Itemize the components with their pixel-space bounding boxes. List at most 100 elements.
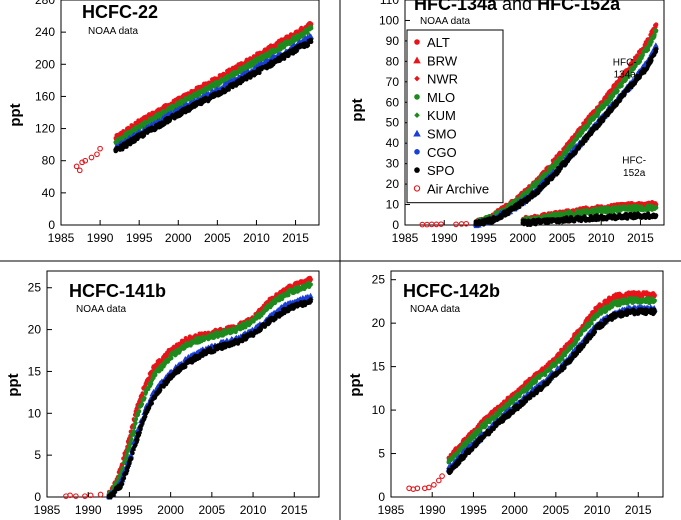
data-point-spo [649, 58, 654, 63]
data-point-spo [282, 56, 287, 61]
data-point-smo [307, 33, 314, 39]
x-tick-label: 2010 [588, 231, 615, 245]
data-point-mlo [653, 29, 658, 34]
data-point-spo [129, 456, 134, 462]
y-tick-label: 60 [386, 95, 400, 109]
x-tick-label: 2010 [243, 231, 270, 245]
y-tick-label: 50 [386, 116, 400, 130]
x-tick-label: 1995 [470, 231, 497, 245]
data-point-air-archive [463, 220, 470, 227]
data-point-spo [120, 481, 125, 487]
data-point-mlo [133, 420, 138, 426]
data-point-air-archive [88, 154, 95, 161]
x-tick-label: 2015 [627, 231, 654, 245]
data-point-spo [520, 202, 525, 207]
y-tick-label: 20 [386, 177, 400, 191]
legend-label-kum: KUM [427, 108, 456, 123]
data-point-mlo [126, 447, 131, 452]
legend-label-smo: SMO [427, 127, 457, 142]
data-point-mlo [149, 381, 154, 386]
x-tick-label: 2000 [509, 231, 536, 245]
data-point-spo [208, 346, 213, 351]
data-point-mlo [129, 436, 134, 442]
y-axis-label: ppt [349, 98, 366, 121]
x-tick-label: 2005 [204, 231, 231, 245]
data-point-air-archive [428, 221, 435, 228]
data-point-mlo [137, 409, 142, 414]
legend-marker-air-archive [413, 185, 421, 192]
data-point-spo [645, 65, 650, 70]
y-tick-label: 70 [386, 75, 400, 89]
data-point-spo [533, 222, 538, 227]
data-point-air-archive [73, 493, 79, 499]
panel-title-part-1: HFC-134a [414, 0, 498, 14]
data-point-spo [137, 430, 142, 435]
y-tick-label: 90 [386, 34, 400, 48]
data-point-spo [121, 476, 127, 481]
data-point-mlo [653, 205, 658, 210]
legend-marker-spo [414, 167, 420, 173]
data-point-spo [135, 136, 140, 142]
data-point-alt [653, 24, 658, 29]
data-point-air-archive [82, 157, 89, 164]
data-point-air-archive [458, 221, 465, 227]
data-point-alt [308, 21, 313, 26]
data-point-mlo [132, 425, 137, 430]
data-point-mlo [649, 39, 654, 44]
legend-marker-smo [413, 129, 421, 137]
data-point-spo [135, 437, 140, 442]
data-point-spo [626, 88, 631, 93]
legend-box [406, 29, 504, 204]
y-tick-label: 280 [35, 0, 55, 7]
data-point-spo [308, 37, 314, 42]
legend-marker-alt [414, 39, 420, 45]
data-point-smo [653, 42, 659, 48]
data-point-mlo [637, 59, 643, 64]
y-tick-label: 0 [48, 218, 55, 232]
data-point-air-archive [82, 493, 88, 499]
x-tick-label: 2000 [165, 231, 192, 245]
data-point-air-archive [73, 163, 80, 170]
data-marks [419, 22, 660, 229]
panel-title-part-3: HFC-152a [537, 0, 621, 14]
y-tick-label: 240 [35, 25, 55, 39]
legend-marker-brw [413, 56, 421, 64]
data-point-mlo [623, 77, 629, 82]
data-point-spo [617, 98, 622, 103]
x-axis-ticks: 1985 1990 1995 2000 2005 2010 2015 [392, 220, 654, 245]
data-point-mlo [308, 282, 313, 287]
data-marks [73, 20, 315, 174]
data-point-mlo [233, 329, 238, 335]
y-tick-label: 110 [380, 0, 399, 7]
data-point-mlo [142, 396, 147, 401]
data-point-mlo [133, 417, 139, 422]
legend-label-cgo: CGO [427, 145, 457, 160]
y-axis-label: ppt [7, 103, 24, 126]
legend-marker-cgo [414, 149, 420, 155]
x-tick-label: 2005 [549, 231, 576, 245]
data-point-air-archive [453, 221, 459, 228]
x-tick-label: 1990 [87, 231, 114, 245]
plot-frame [46, 270, 320, 498]
curve-annotation-line: 152a [623, 168, 646, 179]
legend-marker-nwr [414, 75, 420, 82]
data-point-mlo [153, 372, 158, 378]
data-point-mlo [652, 32, 657, 37]
x-tick-label: 2015 [282, 231, 309, 245]
data-point-smo [307, 292, 314, 298]
panel-hcfc-141b: 1985 1990 1995 2000 2005 2010 2015 0510152025 … [5, 270, 320, 517]
y-tick-label: 200 [35, 57, 55, 71]
curve-annotation-line: HFC- [622, 156, 646, 167]
data-point-mlo [305, 30, 310, 36]
legend-label-spo: SPO [427, 163, 454, 178]
data-point-mlo [131, 432, 136, 437]
data-point-spo [149, 401, 154, 406]
y-tick-label: 30 [386, 157, 400, 171]
legend-marker-kum [414, 112, 420, 118]
data-point-spo [294, 48, 300, 53]
legend-label-alt: ALT [427, 35, 450, 50]
data-point-spo [257, 70, 262, 76]
